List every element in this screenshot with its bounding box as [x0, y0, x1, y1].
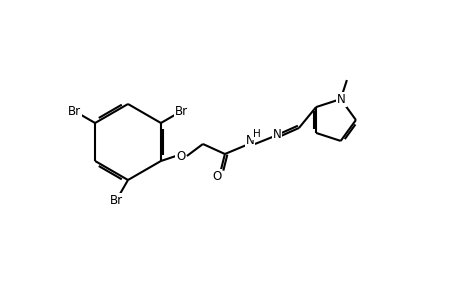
Text: H: H	[252, 129, 260, 139]
Text: N: N	[272, 128, 280, 140]
Text: N: N	[336, 93, 345, 106]
Text: O: O	[176, 149, 185, 163]
Text: N: N	[245, 134, 254, 146]
Text: Br: Br	[175, 104, 188, 118]
Text: O: O	[212, 169, 221, 182]
Text: Br: Br	[109, 194, 122, 207]
Text: Br: Br	[67, 104, 81, 118]
